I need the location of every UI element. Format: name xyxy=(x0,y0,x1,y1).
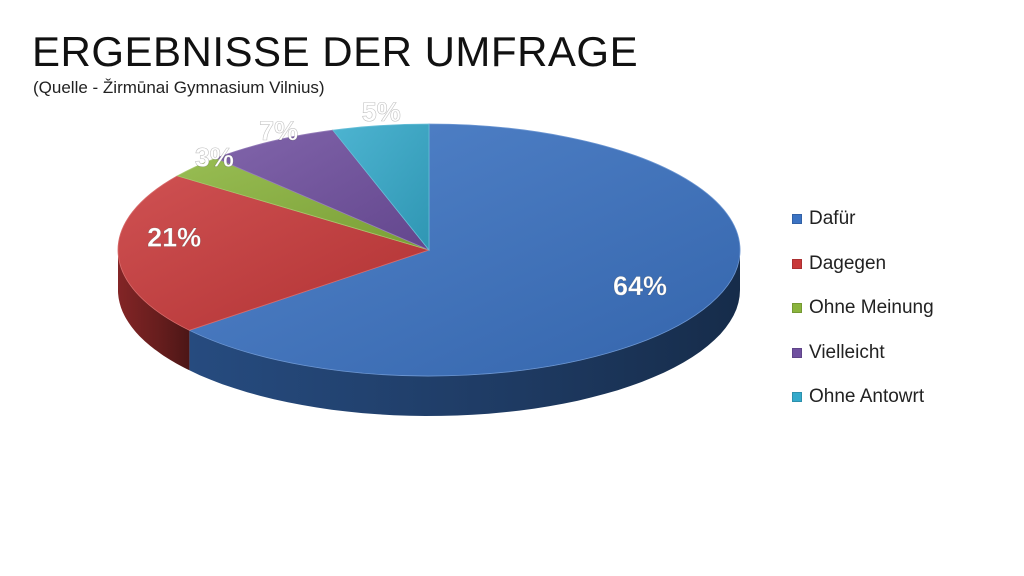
chart-subtitle: (Quelle - Žirmūnai Gymnasium Vilnius) xyxy=(33,78,325,97)
chart-legend: Dafür Dagegen Ohne Meinung Vielleicht Oh… xyxy=(792,197,934,420)
legend-swatch xyxy=(792,303,802,314)
data-label-ohne-meinung: 3% xyxy=(195,142,234,172)
legend-swatch xyxy=(792,392,802,403)
pie-wall-dafuer xyxy=(189,250,740,416)
data-label-vielleicht: 7% xyxy=(259,116,298,146)
legend-item: Dagegen xyxy=(792,242,934,287)
legend-label: Dafür xyxy=(809,208,856,230)
legend-label: Ohne Antowrt xyxy=(809,386,925,408)
legend-label: Dagegen xyxy=(809,252,887,274)
pie-slice-dafuer xyxy=(188,123,741,377)
legend-item: Ohne Antowrt xyxy=(792,375,934,420)
pie-slice-ohne-antwort xyxy=(332,123,430,252)
pie-wall-dagegen xyxy=(118,250,190,371)
data-label-dagegen: 21% xyxy=(147,222,201,252)
legend-swatch xyxy=(792,258,802,269)
legend-swatch xyxy=(792,214,802,225)
legend-item: Vielleicht xyxy=(792,331,934,376)
legend-item: Ohne Meinung xyxy=(792,286,934,331)
chart-title: ERGEBNISSE DER UMFRAGE xyxy=(32,28,639,75)
pie-slice-dagegen xyxy=(117,175,431,331)
legend-label: Ohne Meinung xyxy=(809,297,934,319)
data-label-dafuer: 64% xyxy=(613,271,667,301)
legend-swatch xyxy=(792,347,802,358)
pie-slice-vielleicht xyxy=(215,129,430,251)
legend-label: Vielleicht xyxy=(809,341,885,363)
data-label-ohne-antwort: 5% xyxy=(362,97,401,127)
legend-item: Dafür xyxy=(792,197,934,242)
